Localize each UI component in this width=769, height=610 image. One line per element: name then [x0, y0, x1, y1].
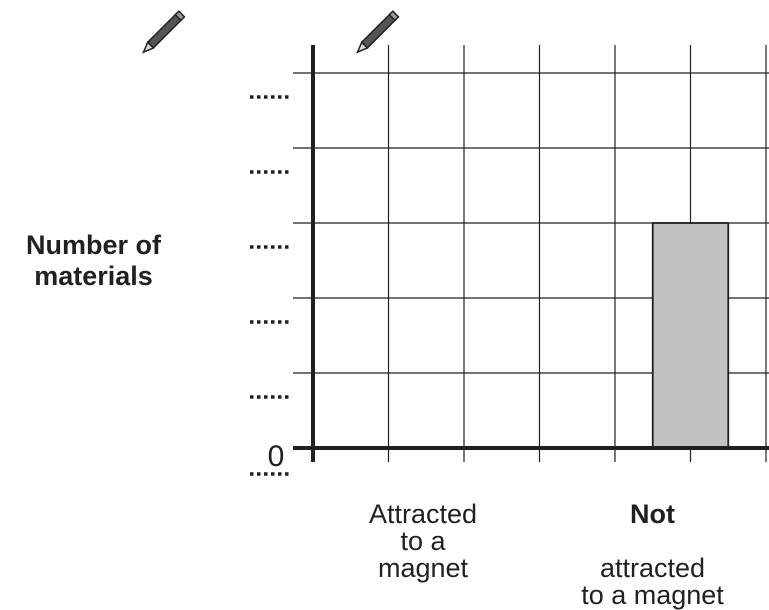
bar: [651, 222, 730, 449]
chart-axes: [293, 45, 769, 462]
category-label-not-attracted: Not attracted to a magnet: [540, 474, 765, 609]
chart-bars: [651, 222, 730, 449]
y-tick-marks: 0: [250, 95, 290, 476]
chart: 0: [142, 10, 769, 476]
category-label-attracted: Attracted to a magnet: [318, 474, 528, 582]
y-tick-label: 0: [268, 440, 285, 473]
category-label-text: attracted to a magnet: [581, 553, 724, 610]
category-label-bold: Not: [630, 499, 675, 529]
y-axis-label: Number of materials: [26, 230, 161, 291]
pencil-icon: [142, 10, 186, 54]
category-label-text: Attracted to a magnet: [368, 499, 478, 583]
pencil-icon: [356, 10, 400, 54]
